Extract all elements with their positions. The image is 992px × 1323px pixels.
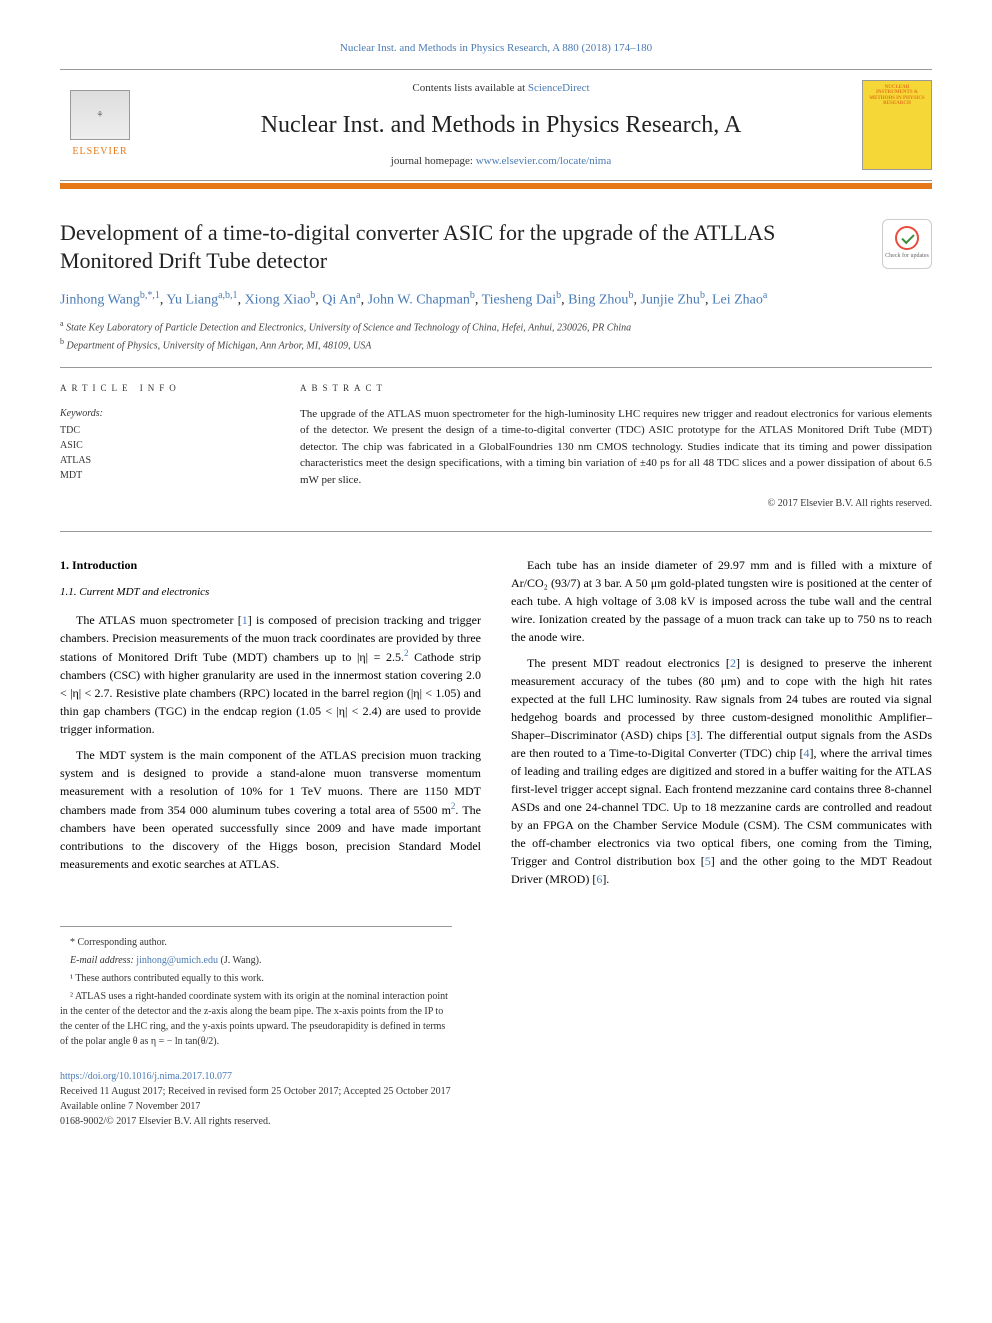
abstract-copyright: © 2017 Elsevier B.V. All rights reserved…	[300, 496, 932, 511]
check-updates-badge[interactable]: Check for updates	[882, 219, 932, 269]
online-line: Available online 7 November 2017	[60, 1099, 932, 1114]
author-link[interactable]: Junjie Zhu	[640, 292, 700, 307]
check-updates-icon	[895, 226, 919, 250]
keyword: ASIC	[60, 438, 260, 453]
divider	[60, 367, 932, 368]
author-link[interactable]: Bing Zhou	[568, 292, 628, 307]
email-link[interactable]: jinhong@umich.edu	[136, 955, 218, 966]
elsevier-logo: ⚘ ELSEVIER	[60, 85, 140, 165]
abstract-header: ABSTRACT	[300, 382, 932, 396]
doi-block: https://doi.org/10.1016/j.nima.2017.10.0…	[60, 1069, 932, 1129]
author-link[interactable]: Jinhong Wang	[60, 292, 140, 307]
elsevier-tree-icon: ⚘	[70, 90, 130, 140]
affiliations: a State Key Laboratory of Particle Detec…	[60, 318, 932, 353]
check-updates-label: Check for updates	[885, 252, 929, 261]
paragraph: The ATLAS muon spectrometer [1] is compo…	[60, 611, 481, 738]
header-citation: Nuclear Inst. and Methods in Physics Res…	[60, 40, 932, 57]
author-link[interactable]: Tiesheng Dai	[482, 292, 557, 307]
received-line: Received 11 August 2017; Received in rev…	[60, 1084, 932, 1099]
issn-line: 0168-9002/© 2017 Elsevier B.V. All right…	[60, 1114, 932, 1129]
author-link[interactable]: Yu Liang	[166, 292, 218, 307]
keyword: MDT	[60, 468, 260, 483]
section-heading: 1. Introduction	[60, 556, 481, 574]
author-link[interactable]: Xiong Xiao	[245, 292, 311, 307]
sciencedirect-link[interactable]: ScienceDirect	[528, 82, 590, 94]
footnote-coord: ² ATLAS uses a right-handed coordinate s…	[60, 989, 452, 1049]
footnote-corresponding: * Corresponding author.	[60, 935, 452, 950]
paragraph: The MDT system is the main component of …	[60, 746, 481, 873]
paragraph: Each tube has an inside diameter of 29.9…	[511, 556, 932, 646]
author-link[interactable]: Lei Zhao	[712, 292, 763, 307]
article-title: Development of a time-to-digital convert…	[60, 219, 882, 276]
homepage-link[interactable]: www.elsevier.com/locate/nima	[476, 155, 612, 167]
right-column: Each tube has an inside diameter of 29.9…	[511, 556, 932, 896]
abstract-text: The upgrade of the ATLAS muon spectromet…	[300, 406, 932, 489]
keyword: ATLAS	[60, 453, 260, 468]
journal-banner: ⚘ ELSEVIER Contents lists available at S…	[60, 69, 932, 181]
left-column: 1. Introduction 1.1. Current MDT and ele…	[60, 556, 481, 896]
author-link[interactable]: John W. Chapman	[368, 292, 470, 307]
keywords-label: Keywords:	[60, 406, 260, 421]
abstract-col: ABSTRACT The upgrade of the ATLAS muon s…	[300, 382, 932, 511]
footnote-email: E-mail address: jinhong@umich.edu (J. Wa…	[60, 953, 452, 968]
article-info-header: ARTICLE INFO	[60, 382, 260, 396]
cover-thumb-text: NUCLEAR INSTRUMENTS & METHODS IN PHYSICS…	[867, 85, 927, 107]
keyword: TDC	[60, 423, 260, 438]
footnotes: * Corresponding author. E-mail address: …	[60, 926, 452, 1049]
homepage-line: journal homepage: www.elsevier.com/locat…	[140, 153, 862, 170]
body-columns: 1. Introduction 1.1. Current MDT and ele…	[60, 556, 932, 896]
doi-link[interactable]: https://doi.org/10.1016/j.nima.2017.10.0…	[60, 1071, 232, 1082]
subsection-heading: 1.1. Current MDT and electronics	[60, 584, 481, 601]
orange-divider	[60, 183, 932, 189]
journal-cover-thumb: NUCLEAR INSTRUMENTS & METHODS IN PHYSICS…	[862, 80, 932, 170]
contents-line: Contents lists available at ScienceDirec…	[140, 80, 862, 97]
article-info-col: ARTICLE INFO Keywords: TDC ASIC ATLAS MD…	[60, 382, 260, 511]
divider	[60, 531, 932, 532]
elsevier-text: ELSEVIER	[72, 144, 127, 159]
author-link[interactable]: Qi An	[322, 292, 356, 307]
journal-title: Nuclear Inst. and Methods in Physics Res…	[140, 107, 862, 143]
meta-row: ARTICLE INFO Keywords: TDC ASIC ATLAS MD…	[60, 382, 932, 511]
authors-list: Jinhong Wangb,*,1, Yu Lianga,b,1, Xiong …	[60, 288, 932, 311]
title-row: Development of a time-to-digital convert…	[60, 219, 932, 276]
banner-center: Contents lists available at ScienceDirec…	[140, 80, 862, 169]
paragraph: The present MDT readout electronics [2] …	[511, 654, 932, 888]
footnote-contrib: ¹ These authors contributed equally to t…	[60, 971, 452, 986]
